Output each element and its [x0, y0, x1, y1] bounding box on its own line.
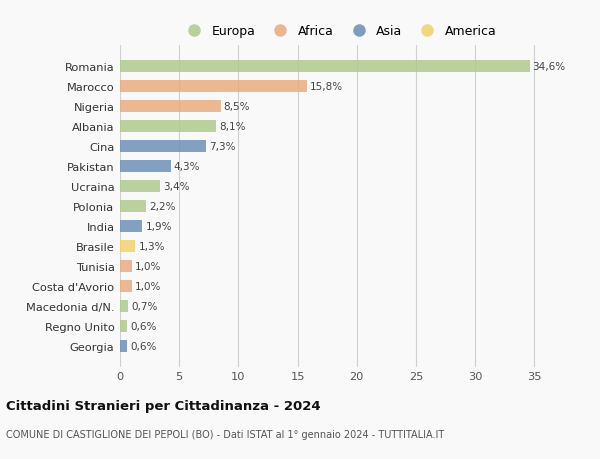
- Text: 8,5%: 8,5%: [224, 101, 250, 112]
- Bar: [120, 320, 127, 333]
- Text: 4,3%: 4,3%: [174, 162, 200, 172]
- Text: 8,1%: 8,1%: [219, 122, 245, 132]
- Bar: [120, 300, 128, 313]
- Text: Cittadini Stranieri per Cittadinanza - 2024: Cittadini Stranieri per Cittadinanza - 2…: [6, 399, 320, 412]
- Text: 1,0%: 1,0%: [135, 281, 161, 291]
- Bar: [120, 101, 221, 113]
- Text: 3,4%: 3,4%: [163, 182, 190, 191]
- Bar: [120, 280, 132, 293]
- Bar: [120, 140, 206, 153]
- Bar: [120, 180, 160, 193]
- Bar: [120, 260, 132, 273]
- Bar: [120, 160, 171, 173]
- Bar: [120, 340, 127, 353]
- Legend: Europa, Africa, Asia, America: Europa, Africa, Asia, America: [181, 25, 497, 38]
- Bar: [120, 241, 136, 253]
- Text: 1,0%: 1,0%: [135, 262, 161, 271]
- Text: COMUNE DI CASTIGLIONE DEI PEPOLI (BO) - Dati ISTAT al 1° gennaio 2024 - TUTTITAL: COMUNE DI CASTIGLIONE DEI PEPOLI (BO) - …: [6, 429, 444, 439]
- Bar: [120, 80, 307, 93]
- Text: 0,6%: 0,6%: [130, 321, 157, 331]
- Text: 15,8%: 15,8%: [310, 82, 343, 92]
- Bar: [120, 120, 216, 133]
- Text: 2,2%: 2,2%: [149, 202, 176, 212]
- Text: 1,9%: 1,9%: [145, 222, 172, 231]
- Text: 0,7%: 0,7%: [131, 302, 158, 312]
- Text: 7,3%: 7,3%: [209, 142, 236, 151]
- Bar: [120, 220, 142, 233]
- Bar: [120, 61, 530, 73]
- Text: 1,3%: 1,3%: [139, 241, 165, 252]
- Bar: [120, 201, 146, 213]
- Text: 0,6%: 0,6%: [130, 341, 157, 352]
- Text: 34,6%: 34,6%: [533, 62, 566, 72]
